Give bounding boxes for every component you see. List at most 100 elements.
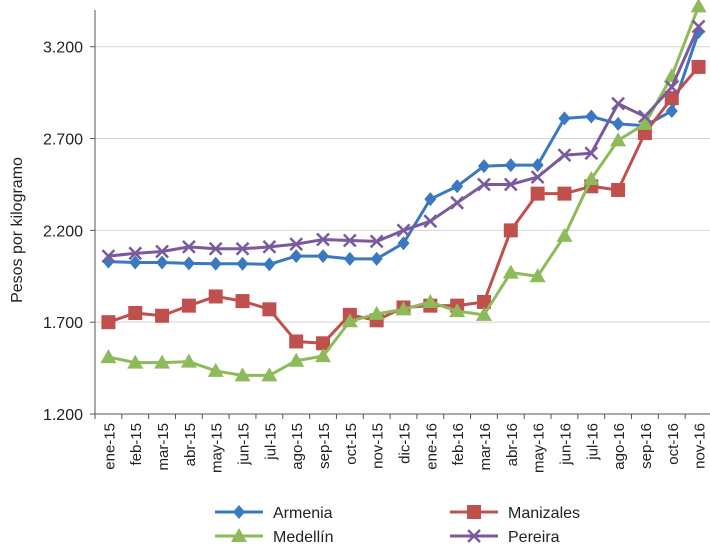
x-tick-label: sep-16 bbox=[638, 423, 655, 469]
data-point bbox=[664, 91, 679, 106]
data-point bbox=[289, 334, 304, 349]
data-point bbox=[127, 354, 144, 369]
axes bbox=[90, 10, 710, 419]
x-tick-labels: ene-15 feb-15 mar-15 abr-15 may-15 jun-15 jul-… bbox=[101, 423, 708, 473]
data-point bbox=[343, 251, 356, 266]
x-tick-label: jun-15 bbox=[236, 423, 253, 466]
x-marker-stroke bbox=[611, 96, 625, 111]
data-point bbox=[451, 179, 464, 194]
legend-label: Pereira bbox=[508, 529, 560, 544]
x-tick-label: nov-16 bbox=[692, 423, 709, 469]
legend-label: Manizales bbox=[508, 505, 580, 522]
x-marker-stroke bbox=[155, 244, 169, 259]
x-marker-stroke bbox=[503, 177, 518, 192]
x-tick-label: mar-16 bbox=[477, 423, 494, 471]
data-point bbox=[504, 158, 517, 173]
data-point bbox=[475, 306, 492, 321]
data-point bbox=[369, 234, 384, 249]
data-point bbox=[636, 115, 653, 130]
x-marker-stroke bbox=[584, 146, 599, 161]
data-point bbox=[155, 244, 169, 259]
data-point bbox=[233, 505, 245, 519]
data-point bbox=[530, 186, 545, 201]
x-tick-label: sep-15 bbox=[316, 423, 333, 469]
data-point bbox=[209, 256, 222, 271]
data-point bbox=[317, 249, 330, 264]
data-point bbox=[690, 0, 707, 13]
x-tick-label: may-16 bbox=[531, 423, 548, 473]
x-tick-label: nov-15 bbox=[370, 423, 387, 469]
y-axis-label: Pesos por kilogramo bbox=[9, 157, 26, 303]
series-line bbox=[108, 5, 700, 377]
data-point bbox=[288, 352, 305, 367]
x-marker-stroke bbox=[182, 240, 196, 254]
data-point bbox=[261, 367, 278, 382]
x-tick-label: jul-15 bbox=[262, 423, 279, 461]
x-tick-label: jul-16 bbox=[584, 423, 601, 461]
x-tick-label: mar-15 bbox=[155, 423, 172, 471]
legend-item: Medellín bbox=[215, 528, 333, 544]
data-point bbox=[236, 256, 249, 271]
x-marker-stroke bbox=[477, 177, 491, 192]
data-point bbox=[290, 249, 303, 264]
data-point bbox=[316, 336, 331, 351]
legend-item: Manizales bbox=[450, 505, 580, 522]
data-point bbox=[208, 289, 223, 304]
data-point bbox=[422, 293, 439, 308]
data-point bbox=[556, 227, 573, 242]
x-tick-label: dic-15 bbox=[397, 423, 414, 464]
data-point bbox=[424, 192, 437, 207]
data-point bbox=[423, 214, 438, 229]
series-armenia bbox=[102, 25, 705, 272]
data-point bbox=[557, 148, 572, 162]
x-tick-label: ago-16 bbox=[611, 423, 628, 470]
data-point bbox=[182, 240, 196, 254]
data-point bbox=[612, 116, 625, 131]
data-point bbox=[449, 303, 466, 318]
data-point bbox=[262, 302, 277, 317]
x-marker-stroke bbox=[423, 214, 438, 229]
data-point bbox=[611, 182, 626, 197]
data-point bbox=[262, 240, 277, 254]
data-point bbox=[477, 177, 491, 192]
series-group bbox=[100, 0, 707, 382]
data-point bbox=[101, 249, 116, 263]
legend-label: Armenia bbox=[273, 505, 333, 522]
y-tick-label: 2.700 bbox=[43, 132, 83, 149]
data-point bbox=[128, 306, 143, 320]
data-point bbox=[155, 308, 170, 323]
data-point bbox=[100, 349, 117, 364]
data-point bbox=[315, 348, 332, 363]
x-tick-label: ene-16 bbox=[423, 423, 440, 470]
data-point bbox=[583, 170, 600, 185]
x-tick-label: ago-15 bbox=[289, 423, 306, 470]
data-point bbox=[341, 313, 358, 328]
data-point bbox=[128, 246, 143, 261]
data-point bbox=[316, 232, 330, 247]
x-marker-stroke bbox=[369, 234, 384, 249]
data-point bbox=[529, 268, 546, 283]
data-point bbox=[638, 109, 652, 124]
series-pereira bbox=[101, 19, 706, 263]
x-marker-stroke bbox=[450, 195, 465, 210]
legend-item: Armenia bbox=[215, 505, 333, 522]
data-point bbox=[467, 529, 481, 543]
data-point bbox=[610, 132, 627, 147]
data-point bbox=[207, 362, 224, 377]
x-tick-label: may-15 bbox=[209, 423, 226, 473]
y-tick-label: 3.200 bbox=[43, 40, 83, 57]
legend: Armenia Manizales Medellín Pereira bbox=[215, 505, 580, 544]
x-marker-stroke bbox=[316, 232, 330, 247]
x-tick-label: feb-16 bbox=[450, 423, 467, 466]
data-point bbox=[231, 528, 247, 542]
x-marker-stroke bbox=[396, 223, 411, 238]
data-point bbox=[208, 241, 223, 256]
data-point bbox=[467, 505, 481, 519]
x-tick-label: feb-15 bbox=[128, 423, 145, 466]
legend-label: Medellín bbox=[273, 529, 333, 544]
x-tick-label: abr-16 bbox=[504, 423, 521, 466]
data-point bbox=[289, 237, 304, 252]
x-tick-label: oct-16 bbox=[665, 423, 682, 465]
y-tick-label: 2.200 bbox=[43, 223, 83, 240]
